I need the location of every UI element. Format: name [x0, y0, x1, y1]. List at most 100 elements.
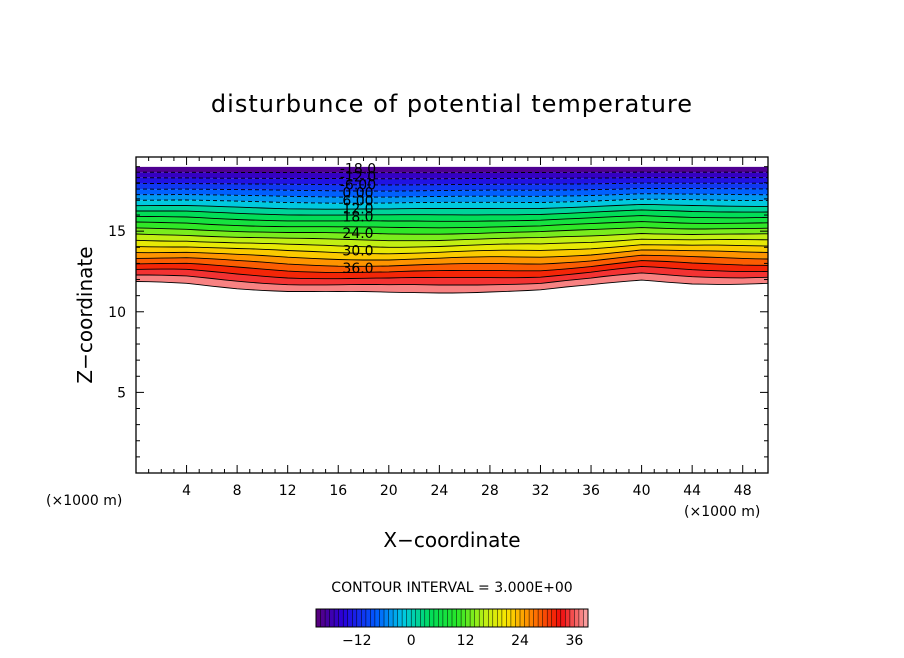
contour-line	[136, 233, 768, 242]
colorbar-cell	[556, 609, 562, 627]
colorbar-cell	[393, 609, 398, 627]
contour-line	[136, 227, 768, 235]
colorbar-cell	[325, 609, 330, 627]
contour-line	[136, 177, 768, 180]
colorbar-cell	[560, 609, 566, 627]
contour-band	[136, 172, 768, 179]
contour-interval-label: CONTOUR INTERVAL = 3.000E+00	[331, 580, 572, 596]
colorbar-cell	[583, 609, 589, 627]
colorbar-cell	[338, 609, 344, 627]
contour-band	[136, 177, 768, 185]
colorbar-tick-label: 36	[565, 633, 583, 649]
colorbar-cell	[347, 609, 353, 627]
contour-band	[136, 199, 768, 210]
x-tick-label: 4	[182, 483, 191, 499]
colorbar-cell	[479, 609, 485, 627]
colorbar-cell	[483, 609, 489, 627]
colorbar-cell	[538, 609, 543, 627]
x-tick-label: 40	[633, 483, 651, 499]
x-tick-label: 28	[481, 483, 499, 499]
contour-band	[136, 193, 768, 204]
colorbar-cell	[447, 609, 453, 627]
colorbar-cell	[329, 609, 335, 627]
colorbar-cell	[316, 609, 321, 627]
contour-line	[136, 244, 768, 255]
x-tick-label: 20	[380, 483, 398, 499]
contour-line	[136, 198, 768, 204]
colorbar-cell	[388, 609, 394, 627]
x-tick-label: 48	[734, 483, 752, 499]
colorbar-cell	[510, 609, 516, 627]
colorbar-cell	[420, 609, 426, 627]
chart-title: disturbunce of potential temperature	[211, 90, 693, 118]
colorbar-cell	[334, 609, 339, 627]
x-tick-label: 32	[532, 483, 550, 499]
contour-line	[136, 238, 768, 248]
colorbar-cell	[547, 609, 553, 627]
contour-band	[136, 266, 768, 285]
colorbar-cell	[542, 609, 548, 627]
colorbar-cell	[456, 609, 462, 627]
colorbar-cell	[415, 609, 421, 627]
colorbar: −12 0 12 24 36	[315, 608, 589, 649]
colorbar-cell	[488, 609, 494, 627]
colorbar-cell	[343, 609, 349, 627]
x-tick-label: 24	[430, 483, 448, 499]
contour-line	[136, 203, 768, 210]
colorbar-cell	[569, 609, 575, 627]
y-tick-label: 10	[108, 305, 126, 321]
x-tick-label: 36	[582, 483, 600, 499]
colorbar-cell	[352, 609, 358, 627]
colorbar-cell	[365, 609, 371, 627]
colorbar-cell	[520, 609, 525, 627]
contour-band	[136, 272, 768, 293]
colorbar-cell	[442, 609, 448, 627]
colorbar-cell	[438, 609, 444, 627]
colorbar-cell	[424, 609, 430, 627]
contour-band	[136, 204, 768, 216]
colorbar-cell	[529, 609, 534, 627]
contour-line	[136, 260, 768, 274]
contour-band-top	[136, 157, 768, 167]
colorbar-cell	[474, 609, 480, 627]
contour-line	[136, 279, 768, 294]
contour-band	[136, 209, 768, 222]
colorbar-cell	[452, 609, 457, 627]
colorbar-cell	[515, 609, 521, 627]
colorbar-cell	[411, 609, 417, 627]
colorbar-cell	[574, 609, 580, 627]
contour-label: 36.0	[342, 261, 373, 277]
colorbar-cell	[374, 609, 380, 627]
contour-label: -12.0	[340, 169, 376, 185]
colorbar-cell	[397, 609, 403, 627]
y-axis-title: Z−coordinate	[73, 246, 97, 383]
contour-label: 6.00	[342, 194, 373, 210]
colorbar-cell	[356, 609, 362, 627]
contour-label: -6.00	[340, 177, 376, 193]
colorbar-cell	[497, 609, 503, 627]
contour-label: 18.0	[342, 210, 373, 226]
contour-line	[136, 182, 768, 186]
x-tick-label: 8	[233, 483, 242, 499]
contour-band	[136, 260, 768, 279]
contour-band	[136, 249, 768, 267]
contour-label: 0.00	[342, 186, 373, 202]
contour-line	[136, 209, 768, 216]
contour-line	[136, 171, 768, 174]
colorbar-cell	[492, 609, 498, 627]
contour-line	[136, 254, 768, 267]
contour-band	[136, 244, 768, 260]
colorbar-cell	[429, 609, 435, 627]
colorbar-cell	[379, 609, 385, 627]
colorbar-cell	[402, 609, 407, 627]
contour-line	[136, 188, 768, 192]
colorbar-tick-label: 24	[511, 633, 529, 649]
contour-line	[136, 193, 768, 198]
colorbar-cell	[461, 609, 466, 627]
x-tick-label: 16	[329, 483, 347, 499]
x-axis-title: X−coordinate	[383, 528, 520, 552]
colorbar-tick-label: 0	[407, 633, 416, 649]
y-tick-label: 5	[117, 385, 126, 401]
contour-label: 30.0	[342, 244, 373, 260]
colorbar-cell	[524, 609, 530, 627]
